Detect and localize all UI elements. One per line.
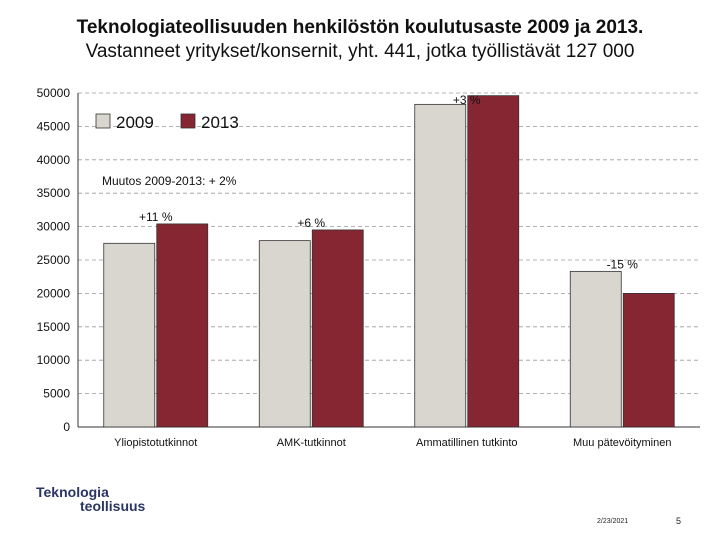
y-tick-label: 45000	[37, 119, 71, 133]
bar-2013-0	[156, 223, 209, 428]
title-line-2: Vastanneet yritykset/konsernit, yht. 441…	[85, 41, 635, 62]
overall-change-note: Muutos 2009-2013: + 2%	[102, 174, 237, 188]
y-tick-label: 10000	[37, 353, 71, 367]
y-tick-label: 40000	[37, 153, 71, 167]
y-tick-label: 35000	[37, 186, 71, 200]
y-tick-label: 5000	[43, 387, 70, 401]
legend-label-2013: 2013	[201, 113, 239, 132]
y-tick-label: 30000	[37, 220, 71, 234]
legend-label-2009: 2009	[116, 113, 154, 132]
logo-line-1: Teknologia	[36, 484, 109, 500]
bar-2013-1	[311, 229, 364, 428]
legend-swatch-2009	[95, 113, 111, 129]
change-label-3: -15 %	[607, 257, 639, 271]
teknologiateollisuus-logo: Teknologia teollisuus	[36, 485, 145, 513]
change-label-0: +11 %	[139, 210, 173, 224]
y-tick-label: 25000	[37, 253, 71, 267]
title-line-1: Teknologiateollisuuden henkilöstön koulu…	[76, 17, 644, 38]
change-label-1: +6 %	[297, 216, 325, 230]
y-tick-label: 50000	[37, 86, 71, 100]
slide-title: Teknologiateollisuuden henkilöstön koulu…	[0, 16, 720, 64]
bar-2009-3	[569, 270, 622, 428]
y-tick-label: 0	[63, 420, 70, 434]
bar-2009-1	[258, 240, 311, 428]
change-label-2: +3 %	[453, 93, 481, 107]
x-tick-label: Ammatillinen tutkinto	[416, 437, 518, 449]
bar-2013-2	[467, 95, 520, 428]
bar-2009-2	[414, 103, 467, 428]
page-number: 5	[676, 516, 682, 526]
logo-line-2: teollisuus	[80, 498, 146, 514]
x-tick-label: Muu pätevöityminen	[573, 437, 671, 449]
bar-2013-3	[622, 292, 675, 428]
x-tick-label: AMK-tutkinnot	[277, 437, 346, 449]
bar-2009-0	[103, 242, 156, 428]
y-tick-label: 15000	[37, 320, 71, 334]
footer-date: 2/23/2021	[597, 518, 629, 525]
x-tick-label: Yliopistotutkinnot	[114, 437, 197, 449]
legend-swatch-2013	[180, 113, 196, 129]
y-tick-label: 20000	[37, 286, 71, 300]
